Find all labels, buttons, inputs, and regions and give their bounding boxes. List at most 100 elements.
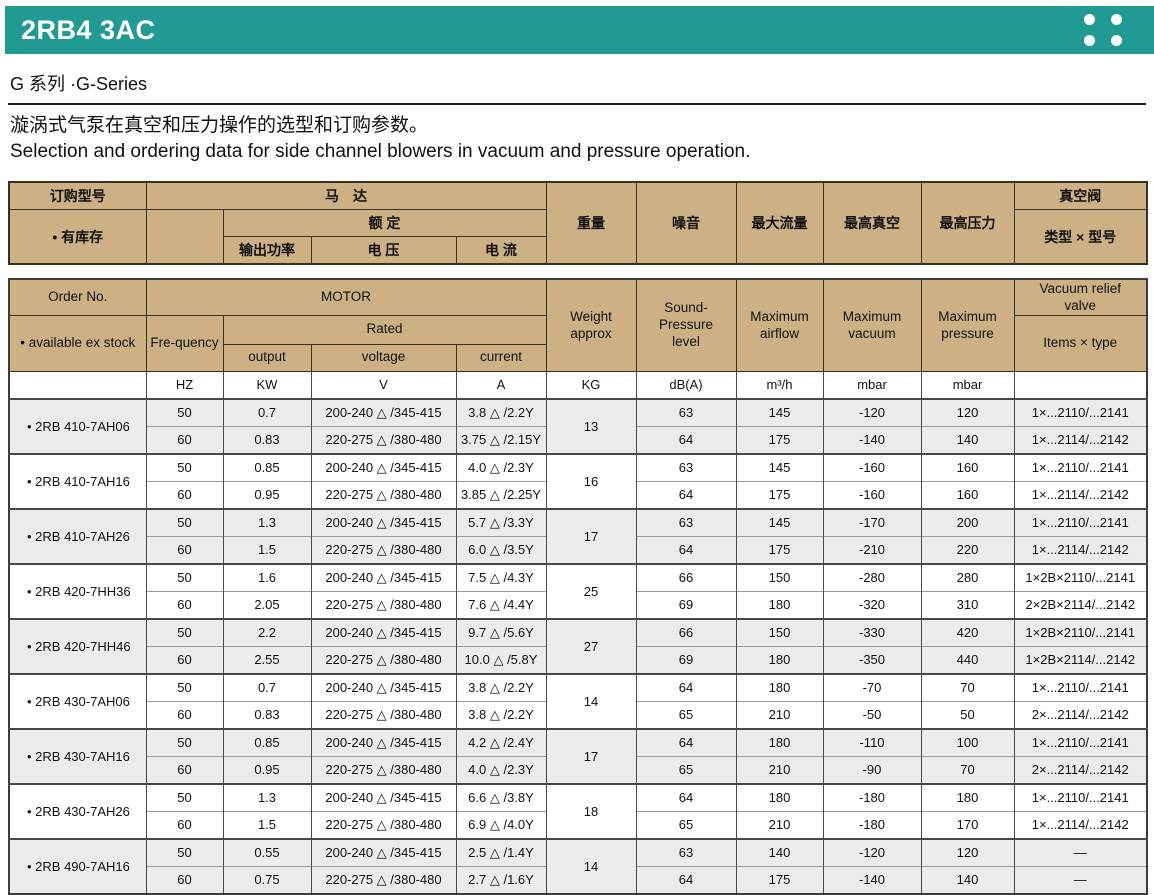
table-row: 60 0.95 220-275 △ /380-480 3.85 △ /2.25Y 64 1… [9,480,1148,509]
cell-voltage: 200-240 △ /345-415 [310,452,457,482]
table-row: 60 2.55 220-275 △ /380-480 10.0 △ /5.8Y 69 18… [9,645,1148,674]
cell-weight: 18 [545,782,637,839]
cell-vacuum: -140 [822,425,922,454]
cell-order-no: • 2RB 410-7AH26 [8,507,147,564]
cell-sound-level: 66 [635,562,737,592]
cell-airflow: 145 [735,507,824,537]
cell-current: 3.8 △ /2.2Y [455,397,547,427]
cell-vacuum: -160 [822,480,922,509]
unit-weight: KG [545,370,637,400]
cell-sound-level: 64 [635,480,737,509]
cell-frequency: 50 [145,837,224,867]
unit-airflow: m³/h [735,370,824,400]
cell-frequency: 50 [145,782,224,812]
cell-vacuum: -70 [822,672,922,702]
cell-current: 2.7 △ /1.6Y [455,865,547,894]
table-row: 60 0.83 220-275 △ /380-480 3.8 △ /2.2Y 65 210… [9,700,1148,729]
cell-pressure: 180 [920,782,1015,812]
cell-sound-level: 64 [635,727,737,757]
cell-sound-level: 69 [635,645,737,674]
cell-current: 4.0 △ /2.3Y [455,755,547,784]
cell-pressure: 120 [920,837,1015,867]
cn-stock-header: • 有库存 [8,209,147,265]
en-voltage-header: voltage [310,343,457,372]
cell-frequency: 60 [145,425,224,454]
cell-valve: 2×...2114/...2142 [1013,700,1148,729]
cell-current: 4.0 △ /2.3Y [455,452,547,482]
cell-valve: 1×...2114/...2142 [1013,535,1148,564]
cell-pressure: 70 [920,755,1015,784]
cell-voltage: 220-275 △ /380-480 [310,590,457,619]
cell-output: 0.7 [222,672,312,702]
cell-voltage: 220-275 △ /380-480 [310,425,457,454]
cell-current: 3.8 △ /2.2Y [455,672,547,702]
cell-current: 10.0 △ /5.8Y [455,645,547,674]
cn-rated-header: 额 定 [222,209,547,238]
table-row: • 2RB 410-7AH26 50 1.3 200-240 △ /345-415 5.… [8,507,1148,564]
cn-vacuum-valve-header: 真空阀 [1013,181,1148,211]
cell-output: 1.6 [222,562,312,592]
cell-valve: 1×...2110/...2141 [1013,727,1148,757]
cell-current: 6.0 △ /3.5Y [455,535,547,564]
dot-icon [1111,35,1122,46]
cell-airflow: 140 [735,837,824,867]
cell-valve: 2×2B×2114/...2142 [1013,590,1148,619]
cell-airflow: 175 [735,535,824,564]
cell-sound-level: 66 [635,617,737,647]
en-type-model-header: Items × type [1013,314,1148,372]
cell-current: 6.9 △ /4.0Y [455,810,547,839]
cell-valve: 1×2B×2110/...2141 [1013,617,1148,647]
cell-pressure: 310 [920,590,1015,619]
table-row: • 2RB 420-7HH46 50 2.2 200-240 △ /345-415 9.… [8,617,1148,674]
grid-dots-icon [1084,14,1122,46]
cell-current: 3.8 △ /2.2Y [455,700,547,729]
cell-voltage: 200-240 △ /345-415 [310,837,457,867]
cell-output: 0.7 [222,397,312,427]
cell-weight: 25 [545,562,637,619]
cell-output: 2.2 [222,617,312,647]
cell-airflow: 150 [735,562,824,592]
en-max-vacuum-header: Maximum vacuum [822,278,922,372]
cell-sound-level: 65 [635,755,737,784]
cell-airflow: 175 [735,865,824,894]
cell-frequency: 50 [145,727,224,757]
cell-voltage: 200-240 △ /345-415 [310,507,457,537]
cell-weight: 27 [545,617,637,674]
cell-pressure: 100 [920,727,1015,757]
description: 漩涡式气泵在真空和压力操作的选型和订购参数。 Selection and ord… [8,113,1146,164]
description-en: Selection and ordering data for side cha… [10,140,751,162]
cell-valve: 1×...2110/...2141 [1013,782,1148,812]
cell-vacuum: -180 [822,810,922,839]
cell-sound-level: 63 [635,837,737,867]
cell-valve: 2×...2114/...2142 [1013,755,1148,784]
cell-frequency: 60 [145,480,224,509]
unit-current: A [455,370,547,400]
unit-frequency: HZ [145,370,224,400]
cell-sound-level: 65 [635,810,737,839]
cell-frequency: 60 [145,700,224,729]
data-table-body: • 2RB 410-7AH06 50 0.7 200-240 △ /345-415 3.… [8,397,1148,894]
cell-vacuum: -110 [822,727,922,757]
cell-vacuum: -50 [822,700,922,729]
cell-output: 0.55 [222,837,312,867]
cell-vacuum: -160 [822,452,922,482]
page-title: 2RB4 3AC [21,14,156,45]
cell-frequency: 50 [145,507,224,537]
cell-pressure: 200 [920,507,1015,537]
cell-frequency: 60 [145,865,224,894]
en-noise-header: Sound- Pressure level [635,278,737,372]
cell-output: 0.95 [222,755,312,784]
cell-airflow: 180 [735,672,824,702]
cell-valve: 1×...2114/...2142 [1013,425,1148,454]
cell-output: 1.5 [222,810,312,839]
cell-sound-level: 64 [635,782,737,812]
cell-current: 6.6 △ /3.8Y [455,782,547,812]
cell-order-no: • 2RB 420-7HH36 [8,562,147,619]
en-frequency-header: Fre-quency [145,314,224,372]
en-motor-header: MOTOR [145,278,547,316]
cn-voltage-header: 电 压 [310,236,457,265]
description-zh: 漩涡式气泵在真空和压力操作的选型和订购参数。 [10,115,429,136]
cell-current: 7.6 △ /4.4Y [455,590,547,619]
cell-vacuum: -320 [822,590,922,619]
cell-voltage: 200-240 △ /345-415 [310,727,457,757]
